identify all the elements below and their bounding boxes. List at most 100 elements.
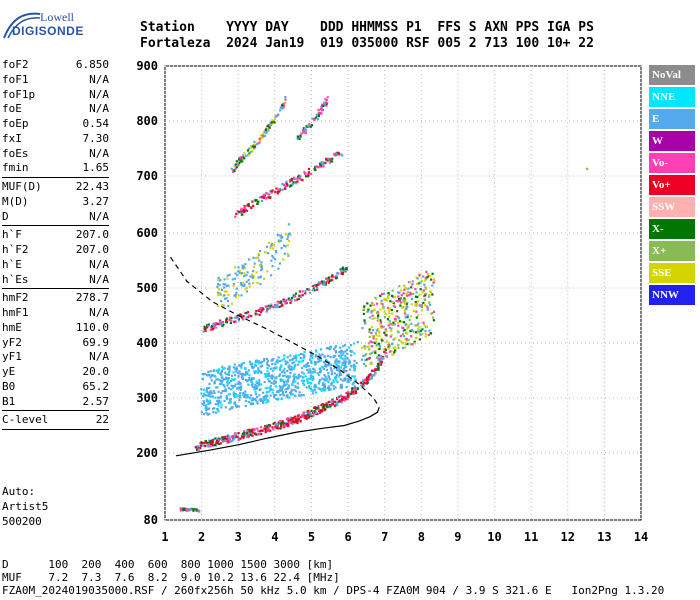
echo-point — [328, 364, 331, 367]
echo-point — [290, 393, 293, 396]
echo-point — [406, 301, 409, 304]
echo-point — [247, 147, 250, 150]
echo-point — [385, 355, 389, 358]
param-row: fmin 1.65 — [2, 161, 109, 176]
echo-point — [312, 406, 316, 409]
echo-point — [262, 196, 266, 199]
echo-point — [223, 385, 226, 388]
echo-point — [367, 310, 370, 313]
echo-point — [266, 398, 269, 401]
echo-point — [291, 177, 294, 180]
echo-point — [278, 373, 282, 376]
echo-point — [268, 390, 271, 393]
echo-point — [291, 358, 294, 361]
echo-point — [208, 386, 211, 390]
echo-point — [195, 509, 198, 512]
echo-point — [248, 376, 251, 380]
param-label: hmF1 — [2, 306, 29, 319]
echo-point — [263, 359, 266, 362]
echo-point — [291, 422, 294, 426]
echo-point — [348, 362, 351, 365]
echo-point — [406, 342, 409, 345]
echo-point — [394, 337, 397, 340]
echo-point — [303, 379, 306, 382]
echo-point — [375, 337, 378, 341]
echo-point — [236, 317, 240, 320]
echo-point — [398, 299, 401, 302]
echo-point — [298, 177, 301, 180]
echo-point — [431, 316, 435, 319]
x-tick-label: 14 — [634, 530, 648, 544]
param-row: foF2 6.850 — [2, 58, 109, 73]
echo-point — [270, 374, 274, 377]
echo-point — [251, 383, 254, 386]
echo-point — [329, 160, 332, 163]
echo-point — [232, 439, 235, 442]
echo-point — [391, 323, 394, 326]
echo-point — [279, 427, 282, 430]
echo-point — [282, 426, 285, 429]
echo-point — [339, 268, 342, 271]
echo-point — [255, 199, 258, 202]
echo-point — [245, 312, 248, 315]
echo-point — [281, 359, 284, 362]
echo-point — [304, 292, 307, 295]
echo-point — [291, 417, 294, 421]
echo-point — [370, 351, 374, 354]
echo-point — [313, 370, 316, 374]
param-label: yF2 — [2, 335, 22, 349]
echo-point — [228, 381, 231, 384]
echo-point — [306, 382, 309, 385]
echo-point — [228, 366, 231, 369]
echo-point — [259, 275, 262, 278]
echo-point — [327, 157, 330, 160]
echo-point — [301, 290, 304, 293]
echo-point — [262, 391, 265, 394]
echo-point — [265, 373, 268, 376]
echo-point — [371, 304, 374, 307]
echo-point — [402, 342, 405, 345]
echo-point — [385, 334, 388, 337]
echo-point — [282, 300, 285, 303]
echo-point — [263, 381, 266, 384]
echo-point — [335, 365, 339, 368]
echo-point — [307, 365, 310, 368]
echo-point — [205, 400, 208, 403]
echo-point — [321, 383, 324, 387]
echo-point — [205, 326, 209, 329]
echo-point — [397, 346, 400, 349]
echo-point — [208, 439, 211, 442]
echo-point — [202, 444, 205, 447]
echo-point — [252, 398, 255, 402]
echo-point — [224, 283, 227, 286]
echo-point — [410, 286, 413, 289]
echo-point — [388, 320, 391, 323]
echo-point — [240, 364, 243, 367]
echo-point — [236, 435, 239, 438]
echo-point — [366, 302, 369, 305]
echo-point — [299, 175, 302, 178]
echo-point — [339, 355, 342, 358]
echo-point — [281, 236, 284, 239]
echo-point — [314, 355, 318, 358]
echo-point — [322, 163, 325, 166]
echo-point — [237, 405, 241, 408]
echo-point — [381, 303, 384, 306]
echo-point — [274, 258, 277, 261]
echo-point — [250, 145, 253, 148]
legend-entry: Vo+ — [649, 175, 695, 195]
echo-point — [225, 319, 228, 322]
echo-point — [251, 434, 254, 437]
param-value: N/A — [89, 72, 109, 86]
echo-point — [413, 340, 416, 343]
polarization-legend: NoVal NNE E W Vo- Vo+ SSW X- X+ SSE NNW — [649, 65, 695, 307]
echo-point — [331, 398, 334, 401]
echo-point — [318, 357, 321, 361]
echo-point — [253, 265, 256, 268]
echo-point — [280, 378, 283, 381]
param-value: 7.30 — [82, 131, 110, 145]
echo-point — [353, 369, 356, 372]
echo-point — [283, 252, 286, 255]
echo-point — [385, 299, 388, 302]
echo-point — [260, 429, 263, 432]
